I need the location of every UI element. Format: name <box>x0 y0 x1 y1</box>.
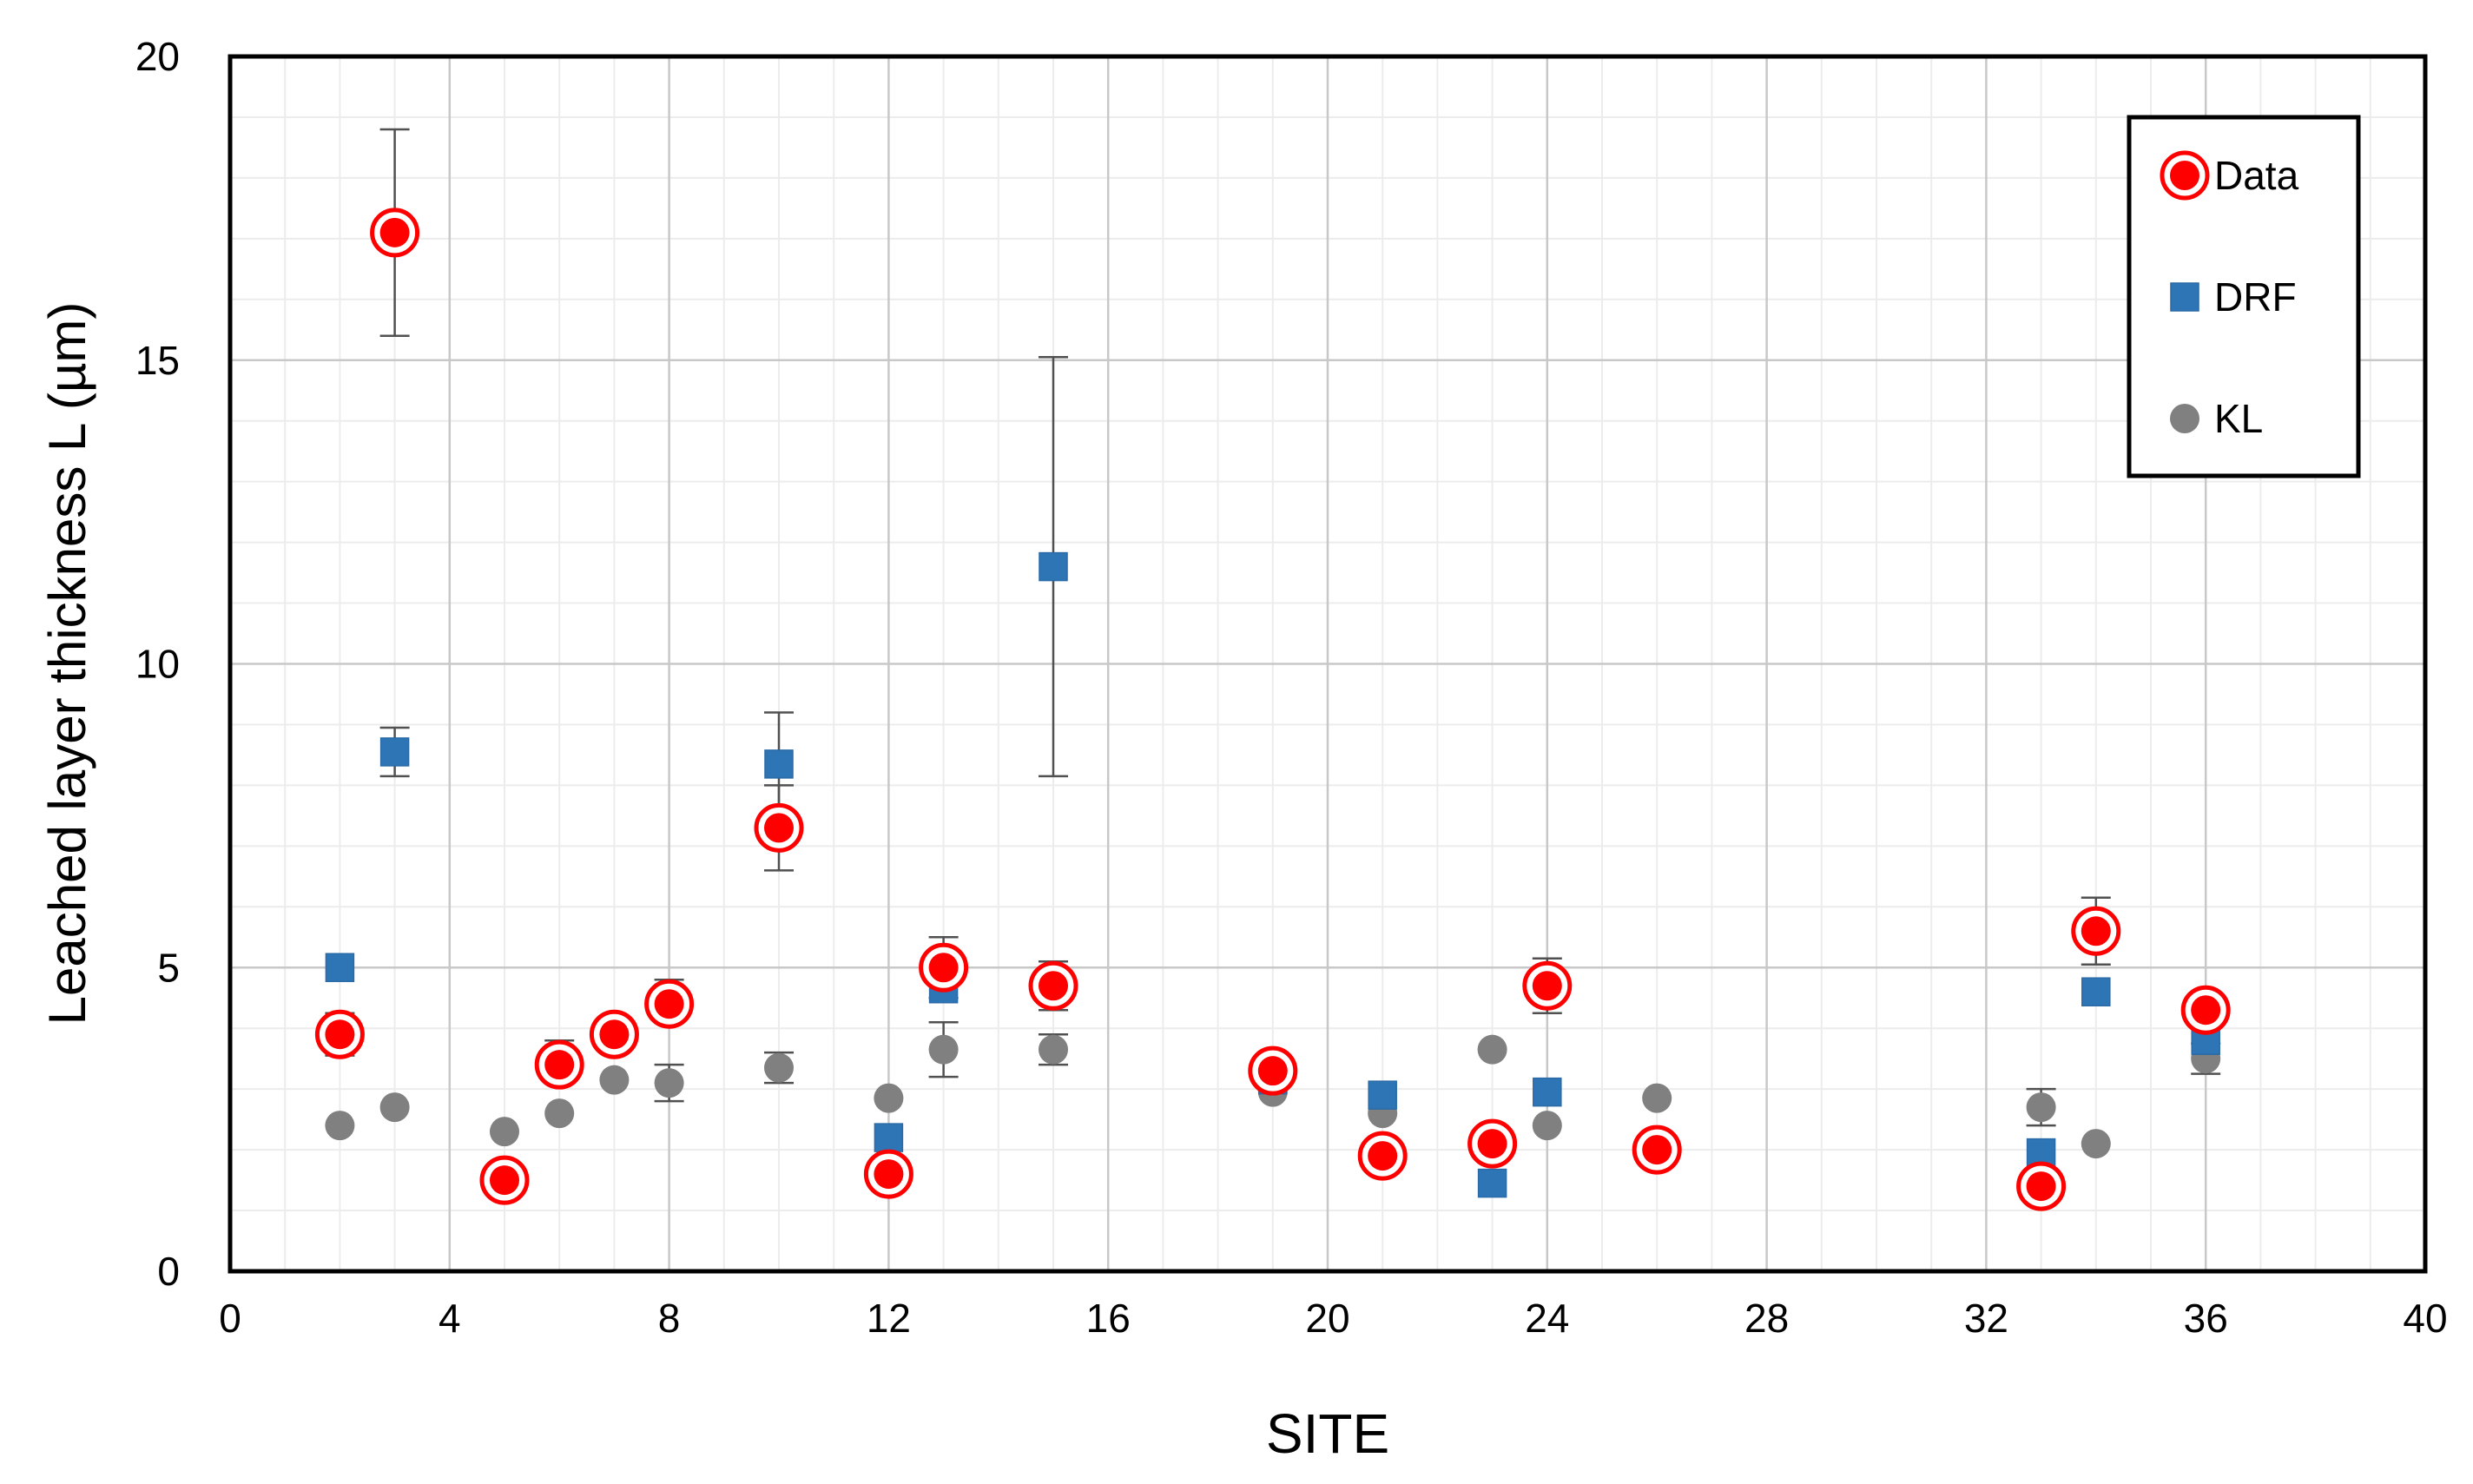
legend-marker-data-dot <box>2170 161 2199 190</box>
point-data-dot <box>490 1165 519 1196</box>
point-data-dot <box>379 217 410 247</box>
point-data-dot <box>874 1159 904 1190</box>
x-tick-label: 36 <box>2184 1296 2228 1341</box>
point-drf <box>1477 1168 1507 1198</box>
point-data <box>2071 906 2121 956</box>
x-axis-tick-labels: 0 4 8 12 16 20 24 28 32 36 40 <box>219 1296 2447 1341</box>
point-data-dot <box>2081 916 2111 946</box>
point-data-dot <box>764 813 794 843</box>
point-kl <box>928 1034 959 1065</box>
point-kl <box>1477 1034 1507 1065</box>
legend-label-kl: KL <box>2214 396 2263 441</box>
point-data <box>479 1155 530 1205</box>
point-data <box>1028 960 1078 1011</box>
point-drf <box>325 953 355 982</box>
point-kl <box>325 1111 355 1141</box>
point-data-dot <box>599 1019 630 1050</box>
point-data <box>370 208 420 258</box>
point-data <box>863 1149 913 1199</box>
point-data-dot <box>654 989 684 1019</box>
point-data-dot <box>928 953 959 983</box>
data-points <box>314 208 2231 1211</box>
point-data-dot <box>1368 1141 1398 1171</box>
x-tick-label: 0 <box>219 1296 241 1341</box>
x-tick-label: 16 <box>1086 1296 1131 1341</box>
point-data-dot <box>325 1019 355 1050</box>
point-data <box>534 1039 584 1090</box>
legend-marker-data <box>2160 150 2210 201</box>
legend-marker-kl <box>2170 404 2199 433</box>
point-data <box>754 802 804 853</box>
point-data-dot <box>2191 995 2221 1026</box>
point-drf <box>379 737 410 767</box>
x-tick-label: 8 <box>658 1296 681 1341</box>
point-kl <box>1642 1083 1672 1113</box>
point-data <box>1522 960 1573 1011</box>
legend-label-drf: DRF <box>2214 274 2297 320</box>
legend: Data DRF KL <box>2127 115 2361 478</box>
point-kl <box>490 1117 519 1147</box>
point-drf <box>1533 1077 1562 1107</box>
x-tick-label: 12 <box>867 1296 911 1341</box>
point-data <box>1357 1131 1408 1181</box>
point-data <box>919 942 969 993</box>
point-data-dot <box>544 1050 575 1080</box>
plot-area-frame <box>228 54 2428 1274</box>
y-tick-label: 20 <box>135 34 180 79</box>
y-axis-tick-labels: 0 5 10 15 20 <box>135 34 180 1294</box>
point-kl <box>599 1065 630 1095</box>
point-kl <box>544 1098 575 1129</box>
point-kl <box>654 1068 684 1098</box>
point-drf <box>1039 551 1068 582</box>
point-data <box>1632 1125 1682 1175</box>
point-data-dot <box>1642 1135 1672 1165</box>
point-data <box>1467 1118 1518 1169</box>
legend-label-data: Data <box>2214 153 2299 198</box>
point-data <box>2180 985 2231 1035</box>
point-drf <box>764 749 794 779</box>
point-drf <box>2081 977 2111 1006</box>
point-kl <box>2081 1129 2111 1159</box>
x-tick-label: 32 <box>1964 1296 2008 1341</box>
x-tick-label: 4 <box>439 1296 461 1341</box>
point-data <box>314 1009 365 1059</box>
point-data-dot <box>2026 1171 2056 1202</box>
y-tick-label: 15 <box>135 338 180 383</box>
point-kl <box>874 1083 904 1113</box>
point-kl <box>764 1052 794 1083</box>
point-data-dot <box>1532 971 1562 1001</box>
point-kl <box>1039 1034 1068 1065</box>
y-axis-label: Leached layer thickness L (µm) <box>38 302 96 1026</box>
x-tick-label: 24 <box>1525 1296 1569 1341</box>
point-data <box>589 1009 639 1059</box>
y-tick-label: 10 <box>135 642 180 687</box>
x-tick-label: 40 <box>2403 1296 2447 1341</box>
x-tick-label: 28 <box>1744 1296 1789 1341</box>
legend-marker-drf <box>2170 282 2199 312</box>
point-data-dot <box>1039 971 1068 1001</box>
point-data-dot <box>1477 1129 1507 1159</box>
point-kl <box>2026 1092 2056 1123</box>
x-axis-label: SITE <box>1266 1402 1389 1465</box>
point-data-dot <box>1257 1056 1288 1086</box>
y-tick-label: 5 <box>157 945 180 990</box>
point-data <box>1248 1045 1298 1096</box>
point-data <box>2016 1161 2067 1211</box>
point-kl <box>379 1092 410 1123</box>
y-tick-label: 0 <box>157 1249 180 1294</box>
point-drf <box>874 1123 904 1152</box>
point-drf <box>1368 1080 1397 1110</box>
point-kl <box>1532 1111 1562 1141</box>
x-tick-label: 20 <box>1305 1296 1349 1341</box>
point-data <box>644 979 695 1029</box>
